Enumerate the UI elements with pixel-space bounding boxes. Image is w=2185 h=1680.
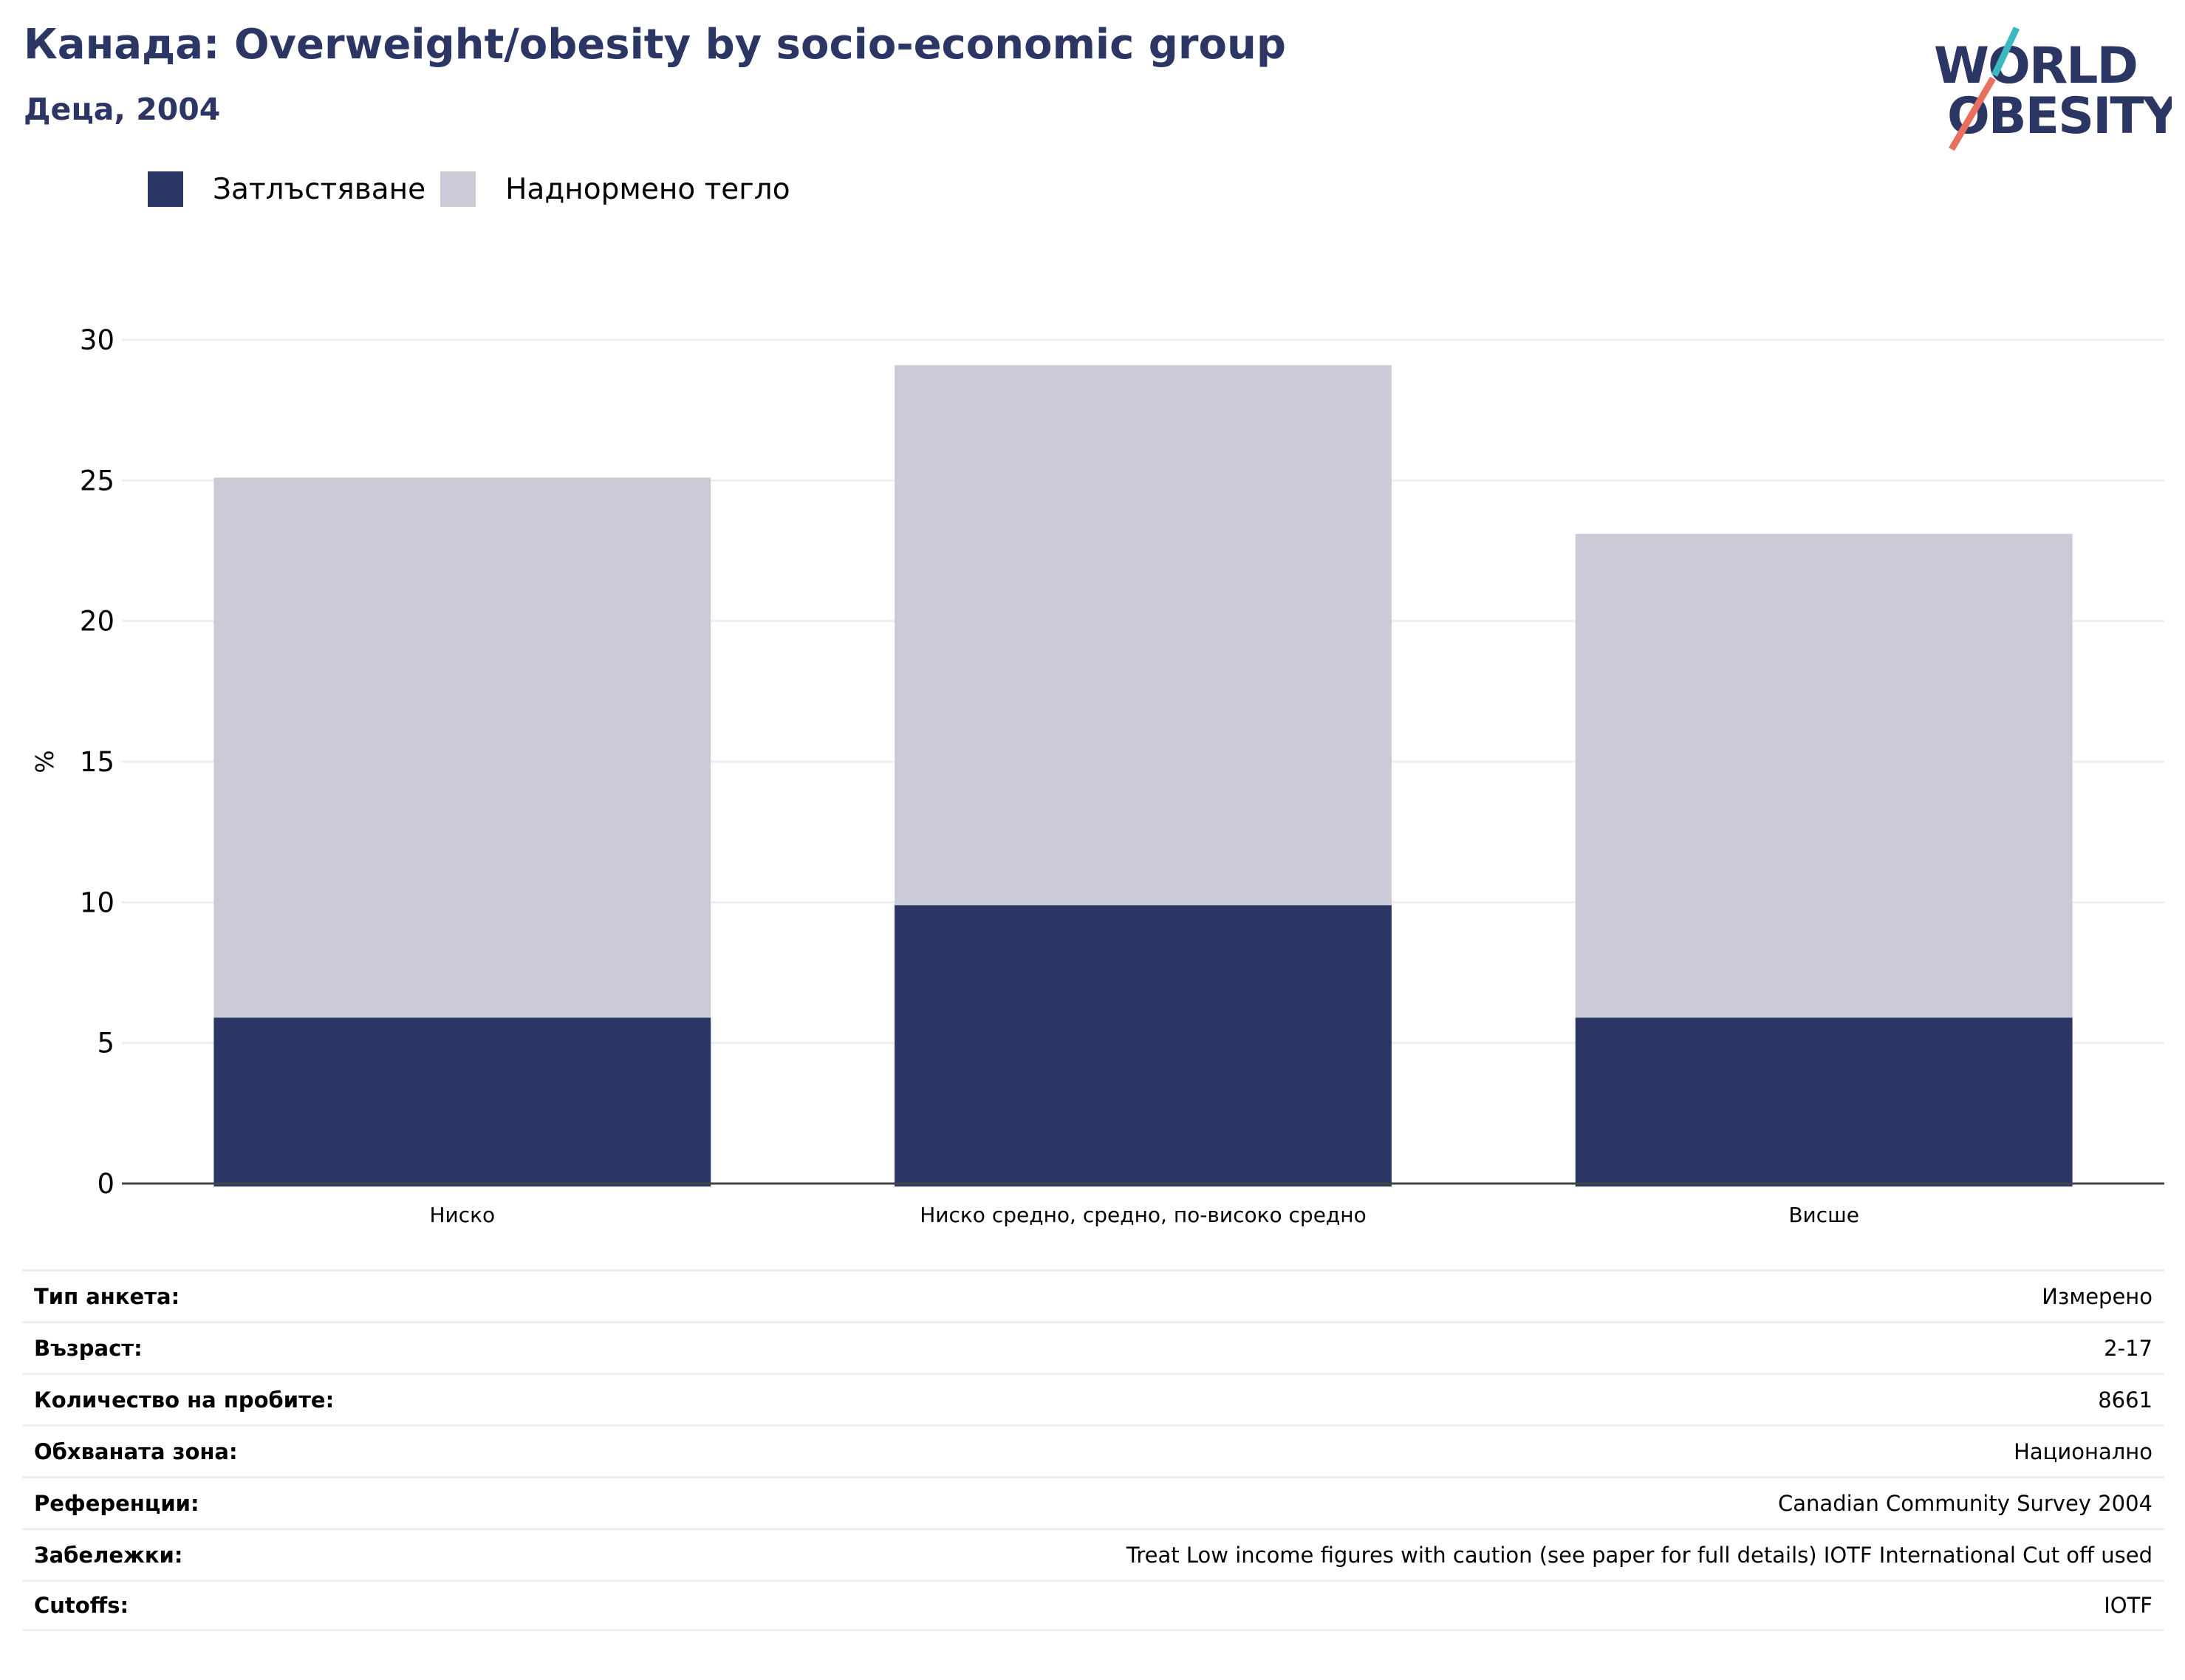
info-value: 8661 — [2098, 1387, 2152, 1413]
info-key: Тип анкета: — [34, 1283, 180, 1309]
svg-text:WORLD: WORLD — [1934, 37, 2137, 95]
info-row-references: Референции: Canadian Community Survey 20… — [22, 1476, 2164, 1528]
y-axis-label: % — [30, 750, 59, 773]
x-tick-label: Ниско — [429, 1203, 495, 1227]
info-row-sample-size: Количество на пробите: 8661 — [22, 1373, 2164, 1424]
bar-obesity — [1575, 1017, 2073, 1186]
world-obesity-logo: WORLD OBESITY — [1934, 27, 2172, 151]
legend-item-obesity: Затлъстяване — [148, 171, 425, 207]
x-tick-label: Висше — [1788, 1203, 1859, 1227]
y-tick-label: 20 — [80, 606, 114, 638]
chart-subtitle: Деца, 2004 — [24, 92, 221, 127]
info-key: Референции: — [34, 1490, 199, 1516]
info-row-notes: Забележки: Treat Low income figures with… — [22, 1528, 2164, 1580]
y-tick-label: 25 — [80, 465, 114, 496]
y-tick-label: 30 — [80, 324, 114, 356]
survey-info-table: Тип анкета: Измерено Възраст: 2-17 Колич… — [22, 1269, 2164, 1631]
bar-overweight — [1575, 533, 2073, 1018]
info-row-survey-type: Тип анкета: Измерено — [22, 1269, 2164, 1321]
stacked-bar-chart: 0 5 10 15 20 25 30% Ниско Ниско средно, средно, … — [30, 324, 2164, 1227]
info-value: Canadian Community Survey 2004 — [1778, 1490, 2152, 1516]
info-value: Treat Low income figures with caution (s… — [1126, 1542, 2152, 1568]
x-tick-label: Ниско средно, средно, по-високо средно — [920, 1203, 1366, 1227]
info-value: Национално — [2014, 1438, 2152, 1464]
y-tick-label: 0 — [97, 1168, 114, 1200]
bar-overweight — [895, 365, 1392, 906]
legend-label-obesity: Затлъстяване — [213, 172, 426, 206]
info-row-age: Възраст: 2-17 — [22, 1321, 2164, 1373]
info-key: Cutoffs: — [34, 1593, 129, 1618]
info-key: Забележки: — [34, 1542, 183, 1568]
y-tick-label: 5 — [97, 1028, 114, 1059]
y-tick-label: 15 — [80, 746, 114, 778]
legend-item-overweight: Наднормено тегло — [440, 171, 790, 207]
bar-obesity — [895, 905, 1392, 1186]
info-value: IOTF — [2104, 1593, 2152, 1618]
info-row-cutoffs: Cutoffs: IOTF — [22, 1580, 2164, 1631]
legend-swatch-overweight — [440, 171, 476, 207]
info-row-area-covered: Обхваната зона: Национално — [22, 1424, 2164, 1476]
y-tick-label: 10 — [80, 887, 114, 918]
legend-swatch-obesity — [148, 171, 183, 207]
info-key: Възраст: — [34, 1335, 143, 1361]
info-value: Измерено — [2042, 1283, 2152, 1309]
info-key: Обхваната зона: — [34, 1438, 238, 1464]
info-key: Количество на пробите: — [34, 1387, 335, 1413]
bar-overweight — [213, 477, 711, 1018]
chart-legend: Затлъстяване Наднормено тегло — [148, 168, 805, 210]
info-value: 2-17 — [2104, 1335, 2152, 1361]
chart-title: Канада: Overweight/obesity by socio-econ… — [24, 21, 1286, 69]
bar-obesity — [213, 1017, 711, 1186]
legend-label-overweight: Наднормено тегло — [505, 172, 790, 206]
